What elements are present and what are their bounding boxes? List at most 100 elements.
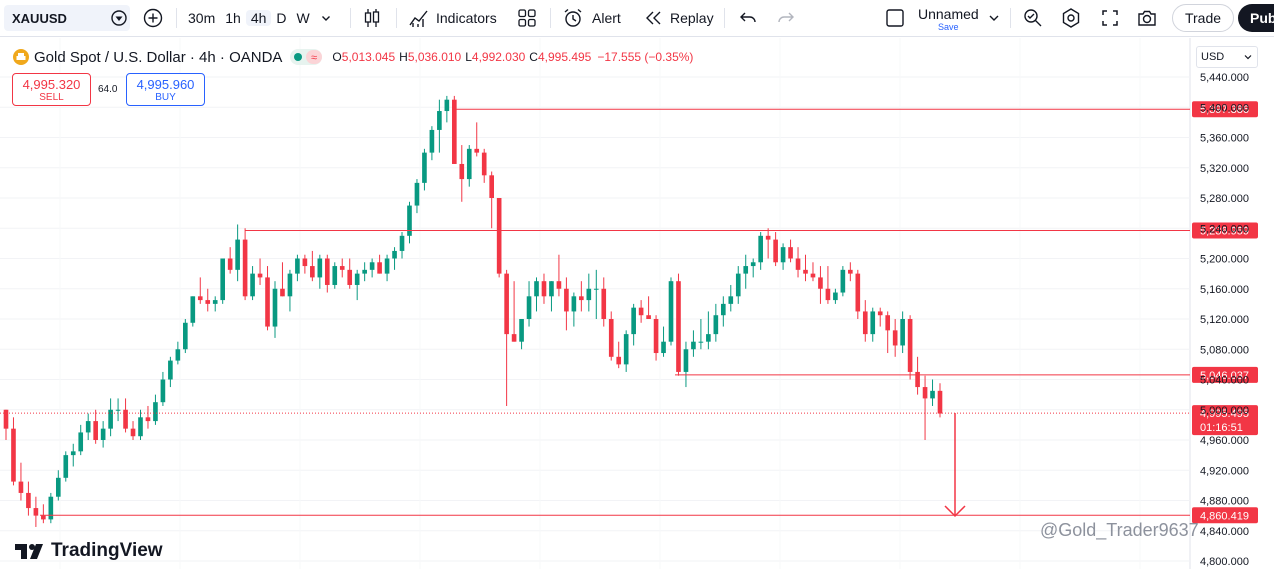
add-circle-icon bbox=[143, 8, 163, 28]
candle-body bbox=[825, 288, 831, 301]
candle-body bbox=[788, 247, 793, 259]
candle-body bbox=[713, 315, 719, 335]
candle-body bbox=[310, 266, 315, 278]
price-tick-label: 5,360.000 bbox=[1200, 133, 1249, 145]
candle-body bbox=[907, 319, 913, 372]
candle-body bbox=[11, 428, 16, 482]
tradingview-logo[interactable]: TradingView bbox=[14, 540, 163, 562]
candle-body bbox=[870, 311, 876, 335]
chart-type-button[interactable] bbox=[360, 5, 384, 31]
eye-toggle-icon[interactable]: ≈ bbox=[290, 48, 323, 66]
candle-body bbox=[317, 258, 323, 278]
level-price-badge bbox=[1192, 366, 1258, 383]
interval-30m[interactable]: 30m bbox=[188, 10, 216, 26]
candle-body bbox=[877, 311, 883, 316]
grid-icon bbox=[518, 9, 536, 27]
price-tick-label: 4,880.000 bbox=[1200, 496, 1249, 508]
undo-button[interactable] bbox=[738, 5, 758, 31]
candle-body bbox=[549, 281, 554, 297]
camera-icon bbox=[1138, 10, 1156, 26]
redo-button[interactable] bbox=[776, 5, 796, 31]
price-tick-label: 5,240.000 bbox=[1200, 223, 1249, 235]
candle-body bbox=[392, 250, 397, 259]
favorite-icon[interactable] bbox=[110, 9, 128, 27]
last-price-badge bbox=[1192, 405, 1258, 436]
candle-body bbox=[138, 417, 143, 437]
interval-w[interactable]: W bbox=[296, 10, 310, 26]
price-axis: 5,440.000 5,400.000 5,360.000 5,320.000 5,28… bbox=[1200, 72, 1249, 568]
close-value: 4,995.495 bbox=[537, 50, 592, 64]
candle-body bbox=[892, 330, 898, 346]
candle-body bbox=[93, 421, 98, 440]
candle-body bbox=[773, 239, 778, 263]
candle-body bbox=[631, 307, 636, 335]
candle-body bbox=[496, 198, 502, 274]
search-icon bbox=[1024, 9, 1042, 27]
replay-button[interactable]: Replay bbox=[644, 5, 714, 31]
buy-button[interactable]: 4,995.960 BUY bbox=[126, 73, 205, 106]
currency-selector[interactable]: USD bbox=[1196, 46, 1258, 68]
candle-body bbox=[332, 266, 338, 285]
candle-body bbox=[758, 235, 763, 263]
change-value: −17.555 (−0.35%) bbox=[597, 50, 694, 64]
candle-body bbox=[41, 515, 46, 520]
sell-button[interactable]: 4,995.320 SELL bbox=[12, 73, 91, 106]
replay-label: Replay bbox=[670, 10, 714, 26]
interval-selector: 30m 1h 4h D W bbox=[183, 5, 333, 31]
publish-button[interactable]: Pub bbox=[1238, 4, 1274, 32]
snapshot-button[interactable] bbox=[1136, 5, 1158, 31]
symbol-search-button[interactable]: XAUUSD bbox=[4, 5, 130, 31]
undo-icon bbox=[740, 12, 756, 23]
publish-label: Pub bbox=[1250, 10, 1274, 26]
indicators-button[interactable]: Indicators bbox=[408, 5, 497, 31]
price-tick-label: 5,280.000 bbox=[1200, 193, 1249, 205]
candle-body bbox=[85, 421, 91, 433]
candle-body bbox=[593, 288, 599, 290]
compare-symbol-button[interactable] bbox=[142, 5, 164, 31]
layout-checkbox[interactable] bbox=[884, 5, 906, 31]
candle-body bbox=[220, 258, 226, 301]
layout-name-button[interactable]: Unnamed Save bbox=[918, 4, 979, 34]
quick-search-button[interactable] bbox=[1022, 5, 1044, 31]
candle-body bbox=[481, 152, 487, 176]
interval-1h[interactable]: 1h bbox=[225, 10, 241, 26]
buy-label: BUY bbox=[155, 92, 176, 103]
candle-body bbox=[354, 273, 360, 285]
price-tick-label: 5,040.000 bbox=[1200, 375, 1249, 387]
candle-body bbox=[26, 492, 31, 509]
interval-d[interactable]: D bbox=[276, 10, 287, 26]
settings-button[interactable] bbox=[1060, 5, 1082, 31]
candle-body bbox=[369, 262, 375, 270]
watermark: @Gold_Trader9637 bbox=[1040, 520, 1199, 540]
candle-body bbox=[205, 300, 211, 304]
level-price-label: 4,860.419 bbox=[1200, 510, 1249, 522]
candle-body bbox=[212, 300, 218, 304]
candle-body bbox=[930, 390, 935, 399]
divider bbox=[176, 8, 177, 28]
layouts-button[interactable] bbox=[516, 5, 538, 31]
alert-button[interactable]: Alert bbox=[562, 5, 621, 31]
levels-layer: 5,397.386 5,236.959 5,046.037 4,860.419 4,99… bbox=[0, 101, 1258, 524]
candle-body bbox=[653, 319, 659, 354]
layout-menu-button[interactable] bbox=[986, 5, 1002, 31]
candle-body bbox=[466, 148, 472, 180]
candle-body bbox=[362, 269, 367, 274]
fullscreen-button[interactable] bbox=[1100, 5, 1120, 31]
candle-body bbox=[130, 428, 136, 437]
candle-body bbox=[190, 296, 196, 323]
trade-button[interactable]: Trade bbox=[1172, 4, 1234, 32]
arrow-head bbox=[944, 505, 966, 518]
interval-4h[interactable]: 4h bbox=[245, 10, 272, 26]
candle-body bbox=[324, 258, 330, 285]
divider bbox=[396, 8, 397, 28]
chevron-down-icon[interactable] bbox=[319, 11, 333, 25]
candle-body bbox=[407, 205, 412, 236]
candle-body bbox=[608, 319, 614, 357]
candle-body bbox=[235, 239, 240, 270]
candle-body bbox=[541, 281, 547, 297]
candle-body bbox=[429, 129, 435, 153]
candle-body bbox=[295, 258, 300, 274]
candle-body bbox=[765, 235, 771, 240]
candle-body bbox=[848, 269, 853, 274]
